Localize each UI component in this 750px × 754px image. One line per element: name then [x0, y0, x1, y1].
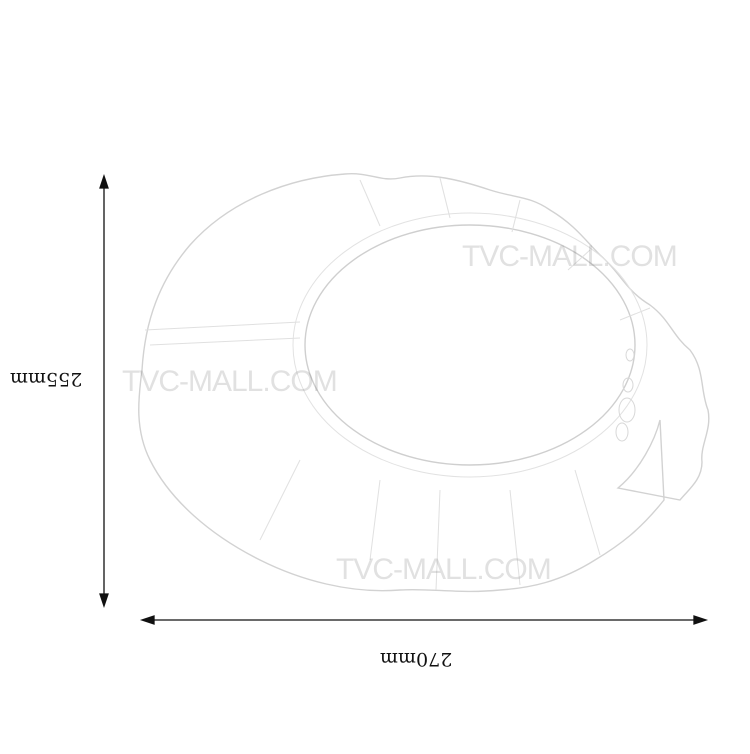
cap-outer-edge: [138, 173, 710, 593]
cap-fold-lines: [144, 177, 651, 591]
watermark-text: TVC-MALL.COM: [122, 365, 338, 398]
cap-inner-rim: [292, 212, 648, 478]
watermark-text: TVC-MALL.COM: [336, 553, 552, 586]
width-dimension-arrow: [139, 615, 709, 625]
height-dimension-arrow: [99, 173, 109, 609]
height-dimension-label: 255mm: [10, 368, 83, 390]
width-dimension-label: 270mm: [380, 648, 453, 670]
watermark-text: TVC-MALL.COM: [462, 240, 678, 273]
cap-drain-holes: [615, 348, 636, 442]
cap-inner-opening: [304, 224, 636, 466]
